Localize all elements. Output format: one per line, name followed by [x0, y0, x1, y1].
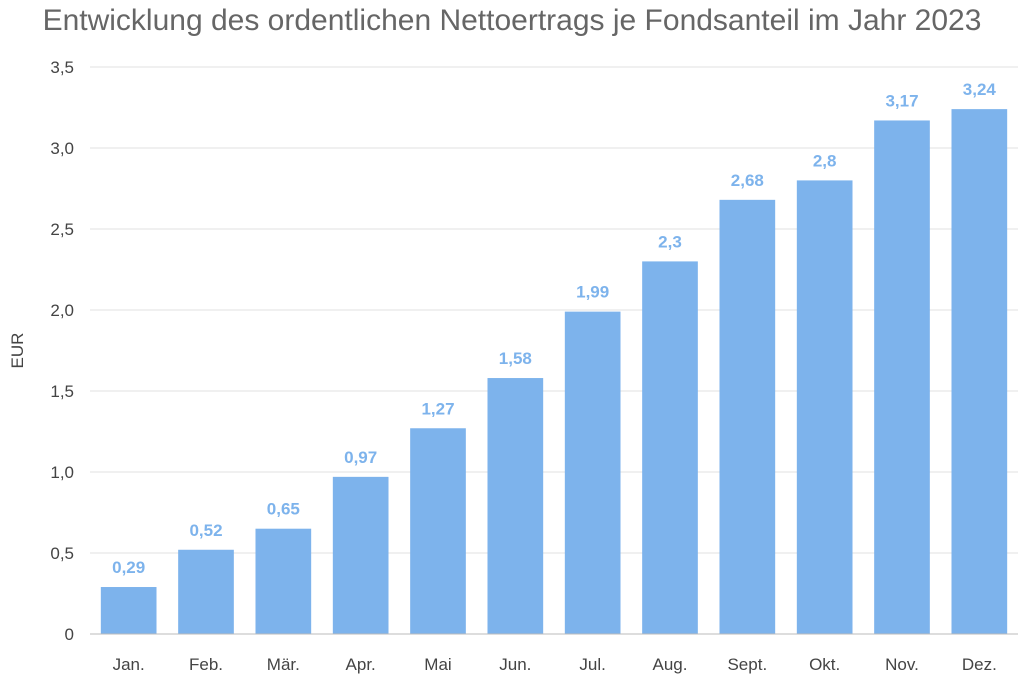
y-tick-label: 3,0 — [50, 139, 74, 158]
x-tick-label: Jul. — [579, 655, 605, 674]
x-tick-label: Jan. — [113, 655, 145, 674]
data-label: 1,58 — [499, 349, 532, 368]
x-tick-label: Sept. — [727, 655, 767, 674]
bar — [951, 109, 1008, 635]
y-tick-label: 2,5 — [50, 220, 74, 239]
x-tick-label: Okt. — [809, 655, 840, 674]
y-axis-ticks: 0 0,5 1,0 1,5 2,0 2,5 3,0 3,5 — [50, 58, 74, 644]
x-tick-label: Nov. — [885, 655, 919, 674]
chart-title: Entwicklung des ordentlichen Nettoertrag… — [42, 4, 982, 37]
bar — [719, 199, 776, 634]
grid-lines — [90, 66, 1018, 554]
y-axis-label: EUR — [8, 333, 27, 369]
data-labels: 0,29 0,52 0,65 0,97 1,27 1,58 1,99 2,3 2,68 2,8 3,… — [112, 80, 996, 577]
y-tick-label: 1,5 — [50, 382, 74, 401]
data-label: 2,8 — [813, 151, 837, 170]
data-label: 3,17 — [885, 91, 918, 110]
x-tick-label: Mär. — [267, 655, 300, 674]
bars — [100, 109, 1008, 635]
bar — [642, 261, 698, 634]
y-tick-label: 0,5 — [50, 544, 74, 563]
y-tick-label: 1,0 — [50, 463, 74, 482]
x-tick-label: Apr. — [346, 655, 376, 674]
data-label: 2,3 — [658, 232, 682, 251]
y-tick-label: 3,5 — [50, 58, 74, 77]
bar — [564, 311, 621, 634]
x-tick-label: Aug. — [653, 655, 688, 674]
data-label: 3,24 — [963, 80, 997, 99]
data-label: 0,52 — [189, 521, 222, 540]
bar — [410, 428, 466, 634]
bar — [255, 528, 312, 634]
bar — [874, 120, 930, 634]
y-tick-label: 0 — [65, 625, 74, 644]
data-label: 0,97 — [344, 448, 377, 467]
bar — [100, 587, 157, 634]
bar — [178, 549, 234, 634]
x-tick-label: Dez. — [962, 655, 997, 674]
data-label: 0,29 — [112, 558, 145, 577]
data-label: 2,68 — [731, 171, 764, 190]
x-tick-label: Mai — [424, 655, 451, 674]
x-tick-label: Jun. — [499, 655, 531, 674]
bar — [796, 180, 853, 634]
x-tick-label: Feb. — [189, 655, 223, 674]
data-label: 1,27 — [421, 399, 454, 418]
data-label: 1,99 — [576, 283, 609, 302]
x-axis-ticks: Jan. Feb. Mär. Apr. Mai Jun. Jul. Aug. Sept. Okt.… — [113, 655, 997, 674]
data-label: 0,65 — [267, 500, 300, 519]
bar — [332, 476, 389, 634]
y-tick-label: 2,0 — [50, 301, 74, 320]
bar — [487, 378, 544, 634]
